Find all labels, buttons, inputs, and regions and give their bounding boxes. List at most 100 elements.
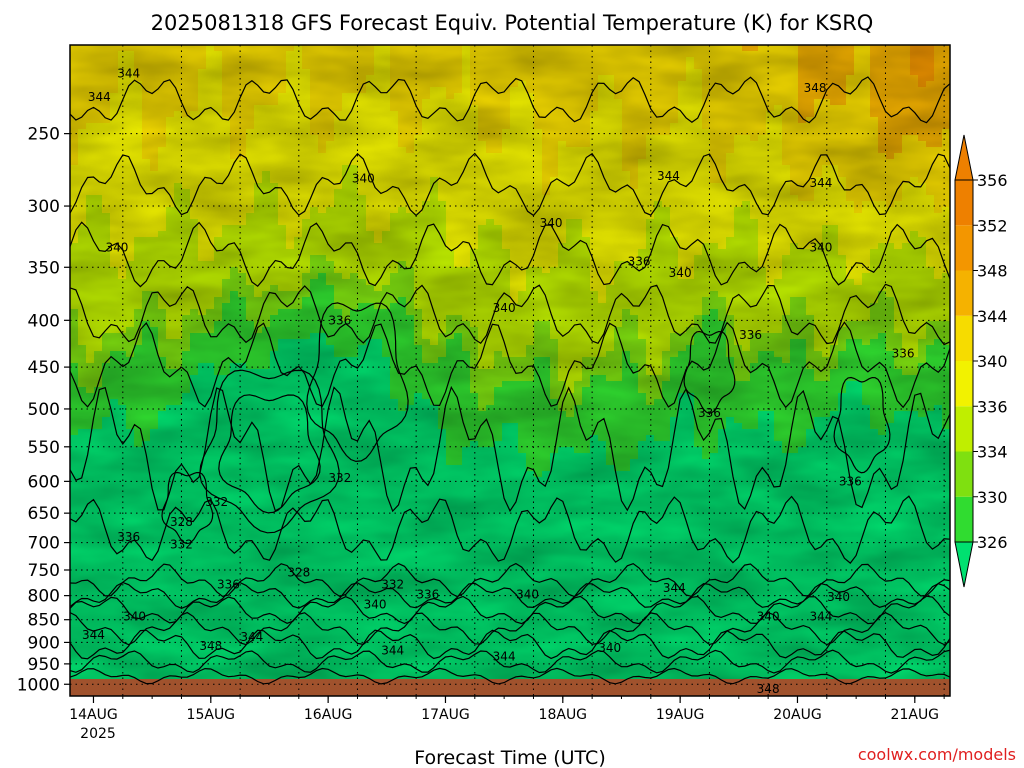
contour-line (218, 394, 321, 514)
y-tick-label: 300 (28, 197, 60, 217)
x-tick-label: 21AUG (891, 707, 940, 723)
contour-label: 340 (364, 597, 387, 611)
contour-label: 336 (328, 313, 351, 327)
contour-label: 340 (598, 641, 621, 655)
colorbar-label: 348 (977, 262, 1008, 281)
colorbar-swatch (955, 406, 973, 452)
y-axis: 2503003504004505005506006507007508008509… (17, 125, 70, 695)
contour-label: 328 (287, 566, 310, 580)
contour-label: 340 (827, 590, 850, 604)
credit-text: coolwx.com/models (858, 745, 1016, 764)
grid-lines (70, 45, 950, 696)
contour-label: 340 (123, 609, 146, 623)
contour-label: 332 (328, 471, 351, 485)
contour-line (70, 649, 950, 674)
contour-label: 332 (170, 537, 193, 551)
plot-frame (69, 44, 951, 697)
contour-label: 344 (381, 643, 404, 657)
colorbar-swatch (955, 496, 973, 542)
contour-label: 336 (117, 530, 140, 544)
y-tick-label: 500 (28, 400, 60, 420)
y-tick-label: 400 (28, 311, 60, 331)
x-tick-label: 16AUG (304, 707, 353, 723)
colorbar-label: 336 (977, 397, 1008, 416)
contour-label: 336 (416, 588, 439, 602)
contour-label: 348 (199, 639, 222, 653)
y-tick-label: 350 (28, 258, 60, 278)
contour-label: 336 (698, 406, 721, 420)
colorbar: 326 330 334 336 340 344 348 352 356 (954, 134, 1008, 588)
contour-line (70, 611, 950, 646)
x-axis: 14AUG 15AUG 16AUG 17AUG 18AUG 19AUG 20AUG 21AUG (69, 696, 945, 723)
contour-line (70, 76, 950, 124)
contour-line (70, 629, 950, 660)
contour-line (70, 152, 950, 217)
contour-line (70, 667, 950, 685)
y-tick-label: 950 (28, 655, 60, 675)
contour-line (199, 369, 340, 534)
x-tick-label: 19AUG (656, 707, 705, 723)
colorbar-label: 326 (977, 533, 1008, 552)
contour-label: 344 (657, 169, 680, 183)
colorbar-swatch (955, 270, 973, 316)
contour-label: 344 (809, 176, 832, 190)
y-tick-label: 750 (28, 561, 60, 581)
y-tick-label: 650 (28, 504, 60, 524)
contour-label: 336 (739, 328, 762, 342)
colorbar-label: 340 (977, 352, 1008, 371)
x-year-label: 2025 (80, 726, 116, 742)
contour-line (70, 595, 950, 625)
colorbar-label: 352 (977, 216, 1008, 235)
y-tick-label: 600 (28, 472, 60, 492)
contour-label: 344 (88, 90, 111, 104)
x-tick-label: 18AUG (539, 707, 588, 723)
x-tick-label: 15AUG (187, 707, 236, 723)
contour-label: 336 (892, 347, 915, 361)
colorbar-min-arrow (954, 541, 974, 588)
contour-label: 340 (493, 301, 516, 315)
x-tick-label: 20AUG (773, 707, 822, 723)
colorbar-max-arrow (954, 134, 974, 181)
y-tick-label: 800 (28, 587, 60, 607)
contour-line (70, 321, 950, 409)
contour-label: 348 (757, 682, 780, 696)
contour-label: 332 (205, 495, 228, 509)
y-tick-label: 450 (28, 358, 60, 378)
contour-line (683, 330, 736, 414)
colorbar-swatch (955, 361, 973, 407)
contour-label: 340 (516, 588, 539, 602)
contour-label: 344 (82, 628, 105, 642)
contour-label: 340 (105, 240, 128, 254)
x-tick-label: 14AUG (69, 707, 118, 723)
contour-label: 328 (170, 515, 193, 529)
y-tick-label: 1000 (17, 675, 60, 695)
colorbar-swatch (955, 451, 973, 497)
contour-label: 344 (493, 650, 516, 664)
y-tick-label: 850 (28, 611, 60, 631)
colorbar-label: 334 (977, 443, 1008, 462)
colorbar-swatch (955, 225, 973, 271)
y-tick-label: 550 (28, 438, 60, 458)
contour-label: 340 (757, 609, 780, 623)
chart-title: 2025081318 GFS Forecast Equiv. Potential… (151, 11, 874, 35)
contour-line (70, 283, 950, 346)
contour-line (161, 471, 214, 545)
contour-label: 340 (669, 266, 692, 280)
contour-label: 340 (540, 216, 563, 230)
colorbar-label: 344 (977, 307, 1008, 326)
contour-line (306, 302, 409, 463)
colorbar-swatch (955, 180, 973, 226)
contour-labels: 344 344 348 340 344 344 340 340 340 336 340 340 336 3… (82, 67, 915, 696)
y-tick-label: 700 (28, 534, 60, 554)
contour-label: 332 (381, 578, 404, 592)
contour-label: 340 (352, 172, 375, 186)
heatmap-field (70, 45, 950, 696)
contour-label: 336 (217, 578, 240, 592)
contour-line (70, 385, 950, 513)
ground-strip (70, 679, 950, 696)
x-axis-label: Forecast Time (UTC) (414, 747, 605, 768)
colorbar-label: 356 (977, 171, 1008, 190)
contour-label: 344 (663, 581, 686, 595)
colorbar-swatch (955, 315, 973, 361)
